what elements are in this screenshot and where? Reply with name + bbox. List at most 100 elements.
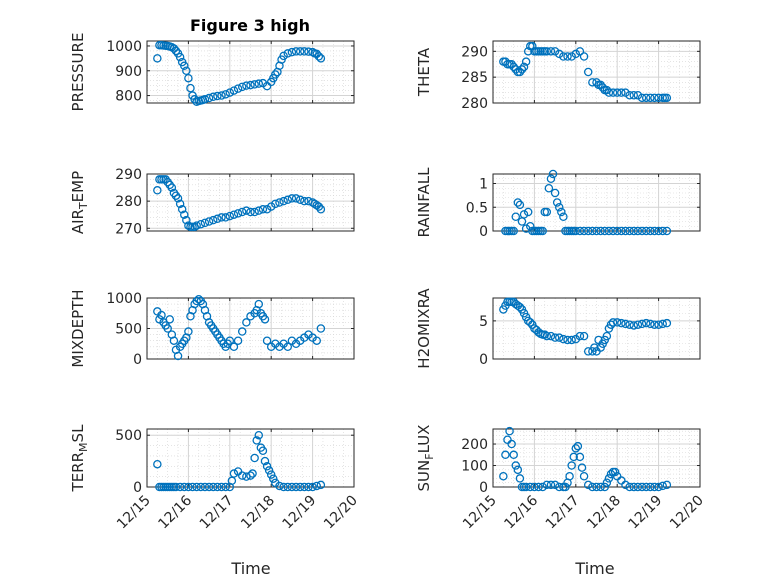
y-tick-label: 280 <box>461 96 488 112</box>
data-point <box>279 482 288 492</box>
data-point <box>165 315 175 324</box>
data-point <box>517 217 527 226</box>
y-axis-label-pressure: PRESSURE <box>69 33 87 112</box>
data-point <box>295 195 305 205</box>
figure-title: Figure 3 high <box>190 16 310 35</box>
data-point <box>300 482 309 492</box>
data-point <box>646 319 655 329</box>
data-point <box>550 188 560 198</box>
data-point <box>650 482 659 492</box>
data-point <box>617 226 626 236</box>
data-point <box>283 195 293 205</box>
y-axis-label-air-temp: AIRTEMP <box>69 171 90 234</box>
data-point <box>258 446 268 455</box>
data-point <box>548 169 558 179</box>
y-tick-label: 100 <box>461 459 488 475</box>
data-point <box>242 81 251 90</box>
data-point <box>521 482 531 492</box>
data-point <box>511 65 521 74</box>
data-point <box>550 47 560 56</box>
data-point <box>283 342 293 352</box>
data-point <box>184 482 193 492</box>
data-point <box>602 331 612 341</box>
data-point <box>646 93 655 103</box>
axes-box <box>146 40 355 104</box>
data-point <box>515 474 525 483</box>
data-point <box>515 302 525 312</box>
data-point <box>237 327 247 336</box>
data-point <box>316 480 326 490</box>
data-point <box>275 198 284 207</box>
data-point <box>509 226 518 236</box>
panel-rainfall: 0 0.5 1 RAINFALL <box>415 167 701 240</box>
data-point <box>604 474 614 483</box>
data-point <box>530 482 539 492</box>
data-point <box>538 482 547 492</box>
data-point <box>610 467 620 477</box>
data-point <box>287 194 297 203</box>
data-point <box>521 57 531 66</box>
data-point <box>233 84 243 93</box>
data-point <box>583 347 593 356</box>
data-point <box>300 196 309 206</box>
data-point <box>598 83 607 92</box>
data-point <box>637 319 647 329</box>
data-point <box>662 93 672 103</box>
data-point <box>157 310 166 320</box>
data-point <box>546 331 556 341</box>
data-point <box>552 198 562 207</box>
data-point <box>596 80 605 90</box>
data-point <box>180 210 189 219</box>
data-point <box>246 471 255 480</box>
data-point <box>190 95 199 104</box>
data-point <box>662 318 672 328</box>
data-point <box>254 299 264 309</box>
data-point <box>534 482 543 492</box>
data-point <box>567 335 576 345</box>
data-point <box>237 471 247 480</box>
x-tick-label: 12/17 <box>543 493 583 533</box>
data-point <box>641 318 651 328</box>
data-point <box>180 482 189 492</box>
data-point <box>554 49 564 59</box>
data-point <box>260 315 270 324</box>
data-point <box>617 318 626 328</box>
data-point <box>540 330 550 339</box>
data-point <box>175 199 185 209</box>
data-point <box>237 82 247 92</box>
data-point <box>592 226 601 236</box>
data-point <box>208 92 218 102</box>
data-point <box>233 336 243 345</box>
data-point <box>617 476 626 485</box>
panel-sun-flux: 0 100 200 SUNFLUX 12/15 12/16 12/17 12/18 12/19 1… <box>415 425 707 533</box>
y-tick-label: 290 <box>115 167 142 183</box>
data-point <box>608 88 618 97</box>
series-markers <box>153 175 326 232</box>
data-point <box>503 435 512 444</box>
data-point <box>608 226 618 236</box>
y-tick-label: 1000 <box>106 291 142 307</box>
data-point <box>569 452 578 462</box>
data-point <box>250 207 259 217</box>
data-point <box>177 205 187 214</box>
x-tick-label: 12/19 <box>280 493 320 533</box>
y-tick-label: 0 <box>479 352 488 368</box>
data-point <box>509 62 518 72</box>
data-point <box>246 207 255 217</box>
data-point <box>308 482 317 492</box>
data-point <box>559 334 568 344</box>
data-point <box>526 221 535 231</box>
y-tick-label: 1000 <box>106 39 142 55</box>
data-point <box>583 226 593 236</box>
data-point <box>254 79 264 88</box>
data-point <box>217 213 226 222</box>
data-point <box>583 480 593 490</box>
y-tick-label: 0 <box>133 352 142 368</box>
y-tick-label: 1 <box>479 177 488 193</box>
data-point <box>600 482 610 492</box>
data-point <box>654 482 663 492</box>
data-point <box>621 319 630 329</box>
data-point <box>637 93 647 103</box>
data-point <box>621 480 630 490</box>
